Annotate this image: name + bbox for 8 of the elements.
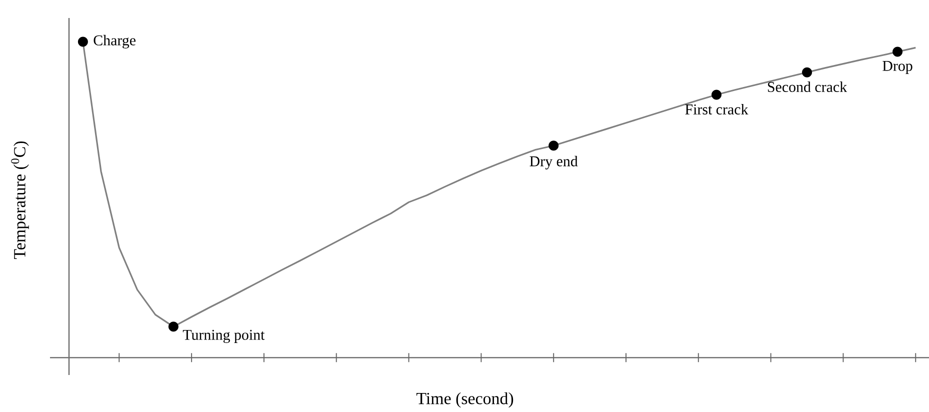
annotation: First crack — [685, 104, 748, 114]
annotation: Drop — [882, 61, 912, 74]
x-axis-title: Time (second) — [416, 392, 514, 408]
y-axis-title: Temperature ($^{0}$C) — [11, 141, 29, 259]
annotation: Turning point — [182, 330, 265, 343]
annotation: Dry end — [530, 156, 578, 170]
annotation: Charge — [94, 34, 136, 48]
annotation: Second crack — [768, 82, 848, 92]
